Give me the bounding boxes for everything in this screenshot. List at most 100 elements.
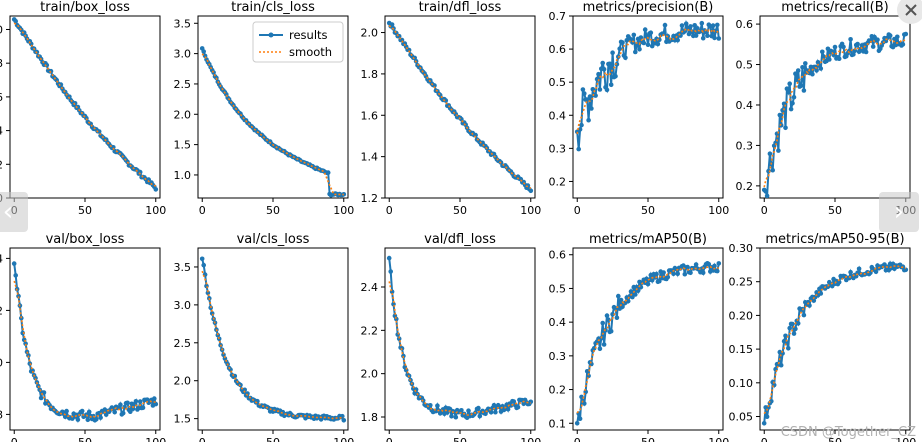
data-point <box>903 31 909 37</box>
smooth-line <box>763 265 907 415</box>
y-tick-label: 0.10 <box>729 377 754 390</box>
data-point <box>85 417 91 423</box>
x-tick-label: 0 <box>386 204 393 217</box>
data-point <box>661 270 666 275</box>
smooth-line <box>388 281 532 416</box>
y-tick-label: 0.20 <box>729 309 754 322</box>
chart-panel-3: train/dfl_loss 1.2 1.4 1.6 1.8 2.0 0 50 100 <box>361 0 542 217</box>
data-point <box>48 68 54 74</box>
data-point <box>767 151 773 156</box>
results-line <box>13 263 157 424</box>
data-point <box>712 35 717 41</box>
data-point <box>695 26 700 31</box>
data-point <box>715 268 720 274</box>
data-point <box>783 333 788 339</box>
data-point <box>586 373 591 379</box>
smooth-line <box>763 38 907 188</box>
data-point <box>201 49 206 54</box>
data-point <box>848 269 853 275</box>
data-point <box>515 405 521 410</box>
chart-title: train/box_loss <box>40 0 130 15</box>
data-point <box>895 34 900 40</box>
data-point <box>428 403 433 408</box>
y-tick-label: 0.15 <box>729 343 754 356</box>
data-point <box>815 60 821 65</box>
data-point <box>794 77 800 83</box>
data-point <box>700 270 706 276</box>
data-point <box>787 325 792 331</box>
y-tick-label: 2.4 <box>0 252 3 265</box>
data-point <box>614 315 620 321</box>
data-point <box>625 298 631 304</box>
y-tick-label: 2.2 <box>361 324 379 337</box>
data-point <box>601 342 607 347</box>
data-point <box>130 406 136 412</box>
data-point <box>493 409 498 415</box>
data-point <box>836 56 842 61</box>
data-point <box>801 88 807 93</box>
data-point <box>16 293 21 299</box>
data-point <box>396 336 402 342</box>
y-tick-label: 3.0 <box>174 299 192 312</box>
close-icon[interactable] <box>897 0 922 24</box>
data-point <box>604 87 610 93</box>
results-line <box>388 257 532 420</box>
data-point <box>13 18 18 24</box>
data-point <box>137 399 143 404</box>
legend-smooth-label: smooth <box>289 45 332 59</box>
prev-chevron-left-icon[interactable]: ‹ <box>0 192 28 232</box>
data-point <box>766 405 771 410</box>
y-tick-label: 0.4 <box>549 316 567 329</box>
data-point <box>764 193 770 198</box>
x-tick-label: 0 <box>761 436 768 442</box>
data-point <box>633 292 638 297</box>
y-tick-label: 0.5 <box>736 59 754 72</box>
data-point <box>783 125 788 131</box>
data-point <box>693 33 699 38</box>
y-tick-label: 1.8 <box>0 57 3 70</box>
data-point <box>801 312 807 318</box>
y-tick-label: 2.2 <box>0 304 3 317</box>
y-tick-label: 2.0 <box>361 368 379 381</box>
data-point <box>341 418 347 423</box>
data-point <box>608 328 614 334</box>
data-point <box>459 408 464 413</box>
y-tick-label: 1.2 <box>0 158 3 171</box>
data-point <box>716 261 722 266</box>
y-tick-label: 2.5 <box>174 337 192 350</box>
data-point <box>688 24 693 29</box>
y-tick-label: 2.0 <box>0 356 3 369</box>
data-point <box>811 298 817 303</box>
data-point <box>685 264 690 270</box>
data-point <box>103 412 109 417</box>
data-point <box>221 352 226 358</box>
data-point <box>787 81 792 86</box>
data-point <box>675 37 680 43</box>
data-point <box>94 417 99 422</box>
y-tick-label: 0.05 <box>729 411 754 424</box>
chart-title: metrics/mAP50(B) <box>589 232 707 247</box>
chart-panel-8: val/dfl_loss 1.8 2.0 2.2 2.4 0 50 100 <box>361 232 542 442</box>
y-tick-label: 2.0 <box>361 27 379 40</box>
data-point <box>152 396 157 401</box>
results-line <box>576 19 720 150</box>
data-point <box>634 284 639 290</box>
y-tick-label: 0.4 <box>736 99 754 112</box>
y-tick-label: 0.1 <box>549 417 567 430</box>
data-point <box>153 187 159 192</box>
data-point <box>242 387 247 393</box>
data-point <box>238 382 243 388</box>
y-tick-label: 3.0 <box>174 48 192 61</box>
data-point <box>661 31 666 36</box>
data-point <box>617 46 622 51</box>
next-chevron-right-icon[interactable]: › <box>879 192 919 232</box>
data-point <box>23 341 28 346</box>
x-tick-label: 50 <box>641 436 655 442</box>
data-point <box>528 188 534 194</box>
data-point <box>699 20 705 26</box>
data-point <box>79 408 85 414</box>
smooth-line <box>13 280 156 419</box>
data-point <box>642 27 648 32</box>
x-tick-label: 0 <box>11 436 18 442</box>
